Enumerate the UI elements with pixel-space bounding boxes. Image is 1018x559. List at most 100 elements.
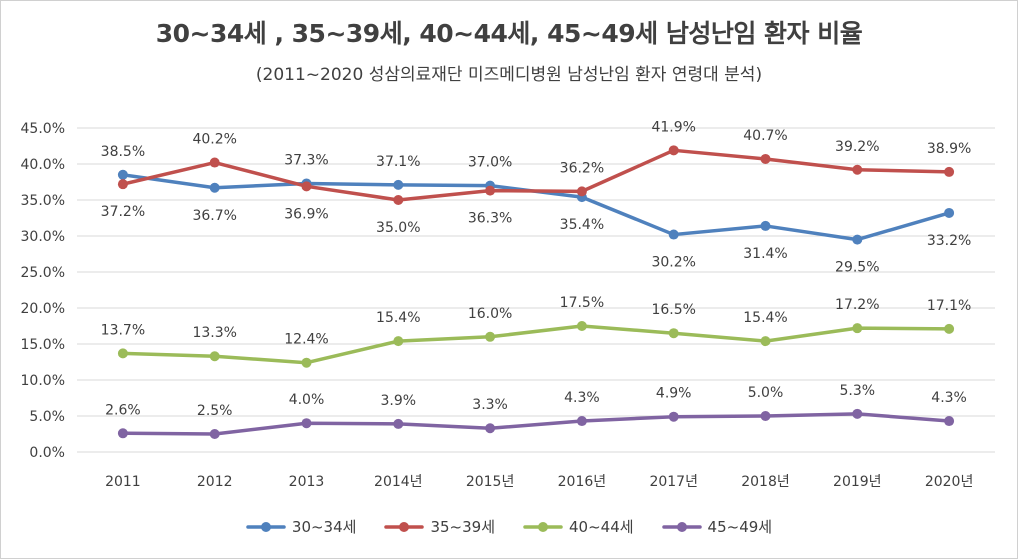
data-point xyxy=(944,323,955,334)
x-tick-label: 2012 xyxy=(197,474,233,490)
legend-item: 35~39세 xyxy=(384,516,495,537)
data-point xyxy=(760,411,771,421)
data-label: 37.0% xyxy=(468,155,512,171)
data-label: 41.9% xyxy=(651,119,695,135)
data-point xyxy=(393,179,404,190)
data-label: 37.1% xyxy=(376,154,420,170)
data-point xyxy=(576,416,587,427)
data-label: 12.4% xyxy=(284,332,328,348)
data-label: 17.2% xyxy=(835,297,879,313)
data-label: 4.3% xyxy=(931,390,967,406)
data-label: 35.0% xyxy=(376,220,420,236)
data-label: 3.3% xyxy=(472,397,508,413)
legend-item: 40~44세 xyxy=(523,516,634,537)
data-label: 2.5% xyxy=(197,403,233,419)
data-point xyxy=(117,169,128,180)
data-label: 15.4% xyxy=(376,310,420,326)
y-tick-label: 10.0% xyxy=(21,373,65,389)
y-tick-label: 40.0% xyxy=(21,157,65,173)
data-label: 40.7% xyxy=(743,128,787,144)
data-label: 4.9% xyxy=(656,386,692,402)
data-label: 17.1% xyxy=(927,298,971,314)
data-label: 36.3% xyxy=(468,211,512,227)
legend-swatch-icon xyxy=(523,519,563,535)
series-line-2 xyxy=(121,148,951,202)
data-label: 36.2% xyxy=(560,160,604,176)
y-tick-label: 45.0% xyxy=(21,121,65,137)
x-tick-label: 2016년 xyxy=(558,474,607,490)
legend-item: 30~34세 xyxy=(246,516,357,537)
data-label: 38.5% xyxy=(101,144,145,160)
x-tick-label: 2011 xyxy=(105,474,141,490)
legend-item: 45~49세 xyxy=(661,516,773,537)
data-point xyxy=(209,429,220,439)
data-point xyxy=(760,336,771,347)
data-label: 35.4% xyxy=(560,217,604,233)
data-label: 4.3% xyxy=(564,390,600,406)
data-point xyxy=(944,416,955,427)
data-label: 17.5% xyxy=(560,295,604,311)
data-point xyxy=(301,181,312,192)
data-point xyxy=(117,348,128,359)
data-label: 2.6% xyxy=(105,402,141,418)
data-label: 3.9% xyxy=(381,393,417,409)
data-label: 37.2% xyxy=(101,204,145,220)
data-label: 13.3% xyxy=(192,325,236,341)
y-tick-label: 15.0% xyxy=(21,337,65,353)
data-point xyxy=(944,207,955,218)
series-line-1 xyxy=(121,173,951,242)
data-point xyxy=(209,157,220,168)
data-point xyxy=(576,186,587,197)
data-label: 36.9% xyxy=(284,206,328,222)
y-tick-label: 20.0% xyxy=(21,301,65,317)
data-label: 13.7% xyxy=(101,322,145,338)
x-tick-label: 2017년 xyxy=(649,474,698,490)
legend-label: 45~49세 xyxy=(707,518,773,536)
legend-label: 40~44세 xyxy=(569,518,634,536)
data-point xyxy=(485,185,496,196)
chart-legend: 30~34세 35~39세 40~44세 45~49세 xyxy=(0,516,1018,537)
y-tick-label: 0.0% xyxy=(29,445,65,461)
data-label: 29.5% xyxy=(835,260,879,276)
legend-label: 30~34세 xyxy=(291,518,357,536)
data-label: 15.4% xyxy=(743,310,787,326)
data-label: 39.2% xyxy=(835,139,879,155)
legend-label: 35~39세 xyxy=(430,518,495,536)
data-point xyxy=(301,418,312,429)
series-line-3 xyxy=(121,324,951,365)
data-label: 36.7% xyxy=(192,208,236,224)
data-point xyxy=(944,166,955,177)
data-label: 4.0% xyxy=(289,392,325,408)
data-point xyxy=(668,328,679,339)
data-point xyxy=(117,428,128,439)
data-point xyxy=(209,351,220,362)
data-point xyxy=(393,336,404,347)
data-label: 30.2% xyxy=(651,255,695,271)
x-tick-label: 2014년 xyxy=(374,474,423,490)
x-tick-label: 2019년 xyxy=(833,474,882,490)
series-line-4 xyxy=(121,412,951,436)
data-point xyxy=(668,229,679,240)
x-tick-label: 2015년 xyxy=(466,474,515,490)
data-label: 5.0% xyxy=(748,385,784,401)
data-point xyxy=(668,411,679,422)
data-label: 37.3% xyxy=(284,152,328,168)
data-label: 40.2% xyxy=(192,132,236,148)
y-tick-label: 35.0% xyxy=(21,193,65,209)
data-point xyxy=(668,145,679,156)
y-tick-label: 30.0% xyxy=(21,229,65,245)
x-tick-label: 2018년 xyxy=(741,474,790,490)
data-point xyxy=(117,179,128,190)
data-point xyxy=(852,234,863,245)
data-point xyxy=(209,182,220,193)
chart-title: 30~34세 , 35~39세, 40~44세, 45~49세 남성난임 환자 … xyxy=(155,19,863,48)
x-tick-label: 2013 xyxy=(289,474,325,490)
data-point xyxy=(485,423,496,434)
y-tick-label: 25.0% xyxy=(21,265,65,281)
data-point xyxy=(852,323,863,334)
legend-swatch-icon xyxy=(384,519,425,535)
data-point xyxy=(760,153,771,164)
data-point xyxy=(393,418,404,429)
